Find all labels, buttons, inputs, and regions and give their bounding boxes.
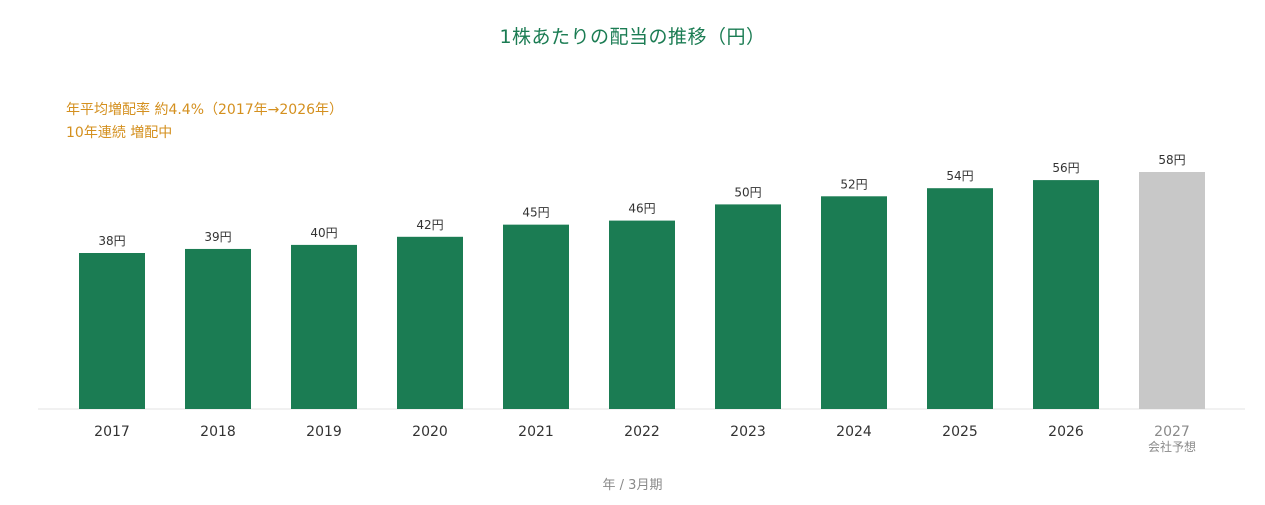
- value-label-2027: 58円: [1158, 153, 1185, 167]
- bar-2020: [397, 236, 463, 409]
- value-label-2025: 54円: [946, 169, 973, 183]
- bar-2024: [821, 196, 887, 409]
- value-label-2021: 45円: [522, 206, 549, 220]
- tick-label-2025: 2025: [942, 424, 978, 440]
- chart-title: 1株あたりの配当の推移（円）: [499, 26, 766, 48]
- tick-sublabel-2027: 会社予想: [1148, 439, 1196, 454]
- bar-2018: [185, 248, 251, 409]
- value-label-2022: 46円: [628, 202, 655, 216]
- tick-label-2017: 2017: [94, 424, 130, 440]
- value-label-2018: 39円: [204, 230, 231, 244]
- growth-rate-annotation: 年平均増配率 約4.4%（2017年→2026年）: [66, 102, 344, 118]
- bar-2017: [79, 253, 145, 409]
- bar-2026: [1033, 180, 1099, 409]
- bar-2027: [1139, 172, 1205, 409]
- tick-label-2026: 2026: [1048, 424, 1084, 440]
- bar-2019: [291, 244, 357, 409]
- bar-2022: [609, 220, 675, 409]
- tick-label-2027: 2027: [1154, 424, 1190, 440]
- tick-label-2023: 2023: [730, 424, 766, 440]
- consecutive-increase-annotation: 10年連続 増配中: [66, 125, 173, 141]
- tick-label-2020: 2020: [412, 424, 448, 440]
- bar-2021: [503, 224, 569, 409]
- tick-label-2021: 2021: [518, 424, 554, 440]
- x-axis-label: 年 / 3月期: [602, 478, 663, 493]
- value-label-2023: 50円: [734, 185, 761, 199]
- tick-label-2018: 2018: [200, 424, 236, 440]
- value-label-2019: 40円: [310, 226, 337, 240]
- value-label-2026: 56円: [1052, 161, 1079, 175]
- tick-label-2019: 2019: [306, 424, 342, 440]
- value-label-2020: 42円: [416, 218, 443, 232]
- bar-2023: [715, 204, 781, 409]
- value-label-2024: 52円: [840, 177, 867, 191]
- bar-2025: [927, 188, 993, 409]
- tick-label-2024: 2024: [836, 424, 872, 440]
- value-label-2017: 38円: [98, 234, 125, 248]
- tick-label-2022: 2022: [624, 424, 660, 440]
